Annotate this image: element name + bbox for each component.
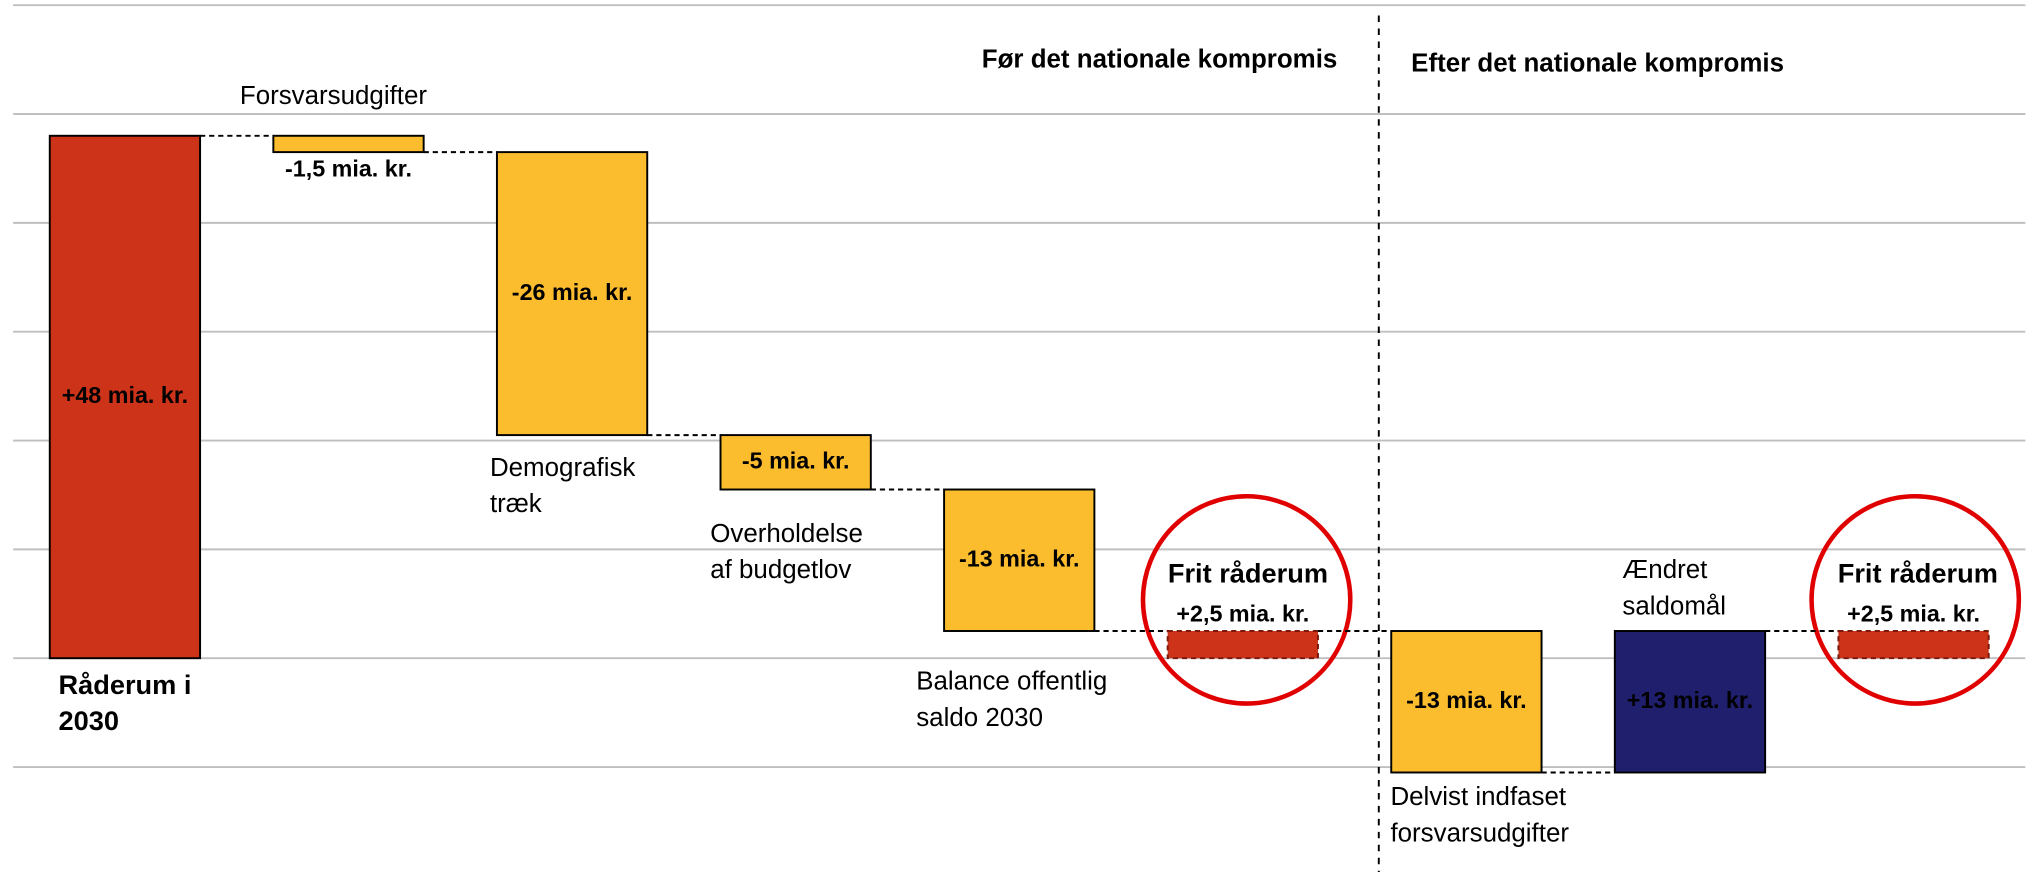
- bar: [943, 488, 1096, 632]
- value-label: +48 mia. kr.: [62, 382, 188, 408]
- category-label: Råderum i: [58, 669, 191, 700]
- category-label: saldomål: [1622, 593, 1726, 621]
- category-label: Frit råderum: [1168, 557, 1328, 588]
- category-label: af budgetlov: [710, 556, 851, 584]
- bar: [1390, 630, 1543, 774]
- bar: [48, 134, 202, 660]
- category-label: Overholdelse: [710, 520, 863, 548]
- category-label: forsvarsudgifter: [1390, 819, 1569, 847]
- category-label: Forsvarsudgifter: [240, 82, 428, 110]
- highlight-circle: [1809, 493, 2022, 706]
- category-label: Ændret: [1622, 556, 1708, 584]
- bar: [1837, 630, 1990, 660]
- category-label: Delvist indfaset: [1390, 783, 1566, 811]
- value-label: -5 mia. kr.: [742, 447, 850, 473]
- category-label: træk: [490, 490, 542, 518]
- category-label: Balance offentlig: [916, 668, 1107, 696]
- value-label: +2,5 mia. kr.: [1176, 601, 1309, 627]
- bar: [272, 134, 425, 154]
- section-title: Efter det nationale kompromis: [1411, 50, 1784, 78]
- value-label: +2,5 mia. kr.: [1847, 601, 1980, 627]
- section-title: Før det nationale kompromis: [982, 46, 1338, 74]
- value-label: -26 mia. kr.: [512, 279, 633, 305]
- category-label: Frit råderum: [1838, 557, 1998, 588]
- category-label: Demografisk: [490, 454, 635, 482]
- value-label: -13 mia. kr.: [1406, 687, 1527, 713]
- highlight-circle: [1140, 493, 1353, 706]
- value-label: -13 mia. kr.: [959, 545, 1080, 571]
- bar: [495, 151, 649, 437]
- category-label: 2030: [58, 705, 118, 736]
- value-label: -1,5 mia. kr.: [285, 155, 412, 181]
- bar: [1166, 630, 1319, 660]
- value-label: +13 mia. kr.: [1627, 687, 1753, 713]
- bar: [719, 434, 872, 491]
- bar: [1613, 630, 1767, 774]
- category-label: saldo 2030: [916, 704, 1043, 732]
